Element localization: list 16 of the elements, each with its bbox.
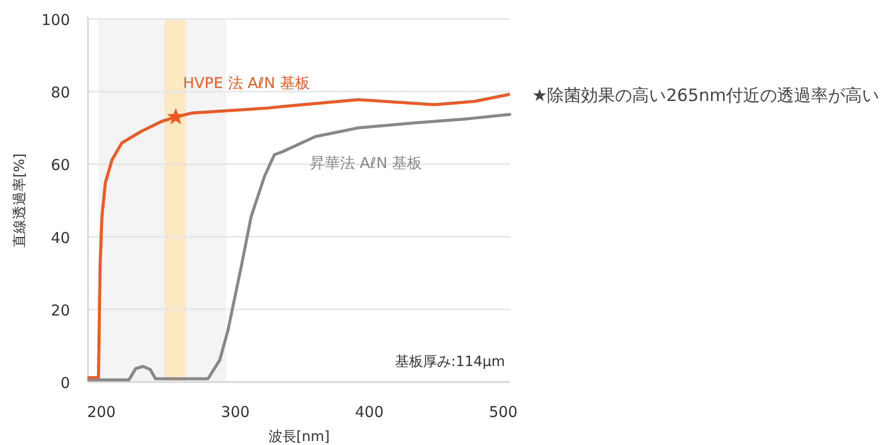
y-tick-label: 80 [50,84,70,102]
y-tick-label: 20 [50,301,70,320]
y-tick-label: 100 [41,11,70,29]
x-tick-label: 500 [488,403,518,421]
series-label: HVPE 法 AℓN 基板 [183,74,310,92]
y-tick-label: 60 [50,156,70,174]
x-tick-label: 400 [355,403,384,421]
series-label: 昇華法 AℓN 基板 [310,154,422,172]
annotation: 基板厚み:114µm [395,354,505,370]
y-tick-label: 40 [50,228,70,247]
y-axis-title: 直線透過率[%] [12,153,28,248]
x-axis-title: 波長[nm] [268,429,330,445]
y-tick-label: 0 [60,374,70,392]
x-tick-label: 300 [221,403,250,421]
text: ★除菌効果の高い265nm付近の透過率が高い [532,86,880,106]
x-tick-label: 200 [87,403,116,421]
